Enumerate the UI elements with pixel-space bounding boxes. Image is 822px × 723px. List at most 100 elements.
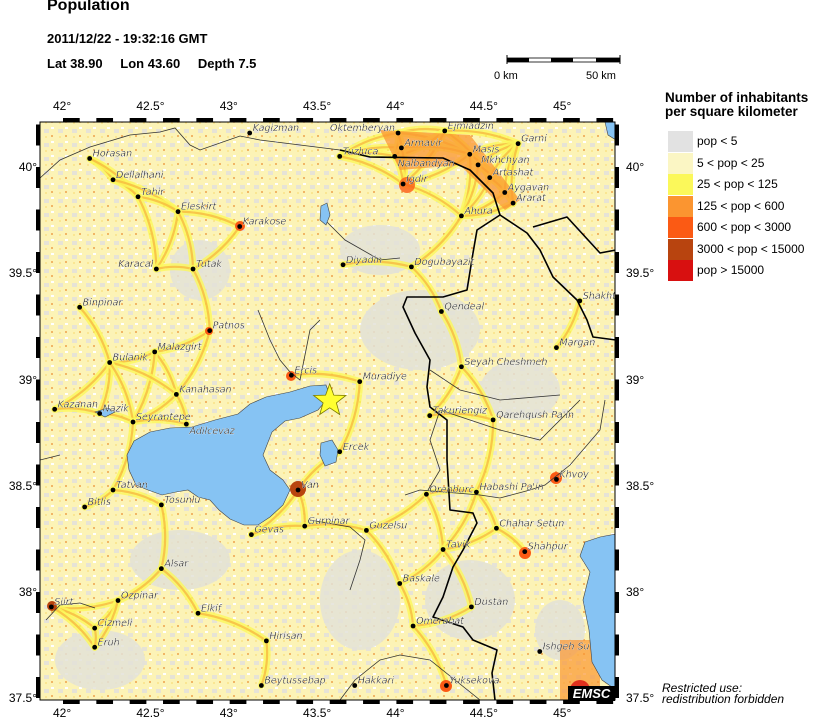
city-name: Adilcevaz <box>188 426 235 437</box>
road <box>191 225 241 271</box>
lon-tick-top: 43° <box>219 99 238 113</box>
city-name: Shakht <box>583 291 617 302</box>
lon-tick-bottom: 43° <box>219 706 238 720</box>
legend-swatch <box>668 152 693 174</box>
road <box>441 548 473 608</box>
map-body: Horasan Dellalhani Tahir Eleskirt Karakose Ka… <box>40 122 617 700</box>
footer-note: Restricted use: redistribution forbidden <box>662 682 784 705</box>
city-name: Gevas <box>254 525 284 536</box>
road <box>341 260 413 268</box>
city-name: Oktemberyan <box>330 123 395 134</box>
city-name: Elkif <box>201 603 223 614</box>
city-dot-icon <box>459 213 464 219</box>
city-dot-icon <box>363 527 369 533</box>
lake-urmia <box>579 533 615 690</box>
city: Guzelsu <box>363 520 407 533</box>
city-name: Omerabat <box>416 616 465 627</box>
road <box>365 493 428 532</box>
road <box>428 412 495 421</box>
city-dot-icon <box>440 547 446 552</box>
city-name: Ahura <box>463 206 492 217</box>
legend-item: 600 < pop < 3000 <box>668 217 822 238</box>
city-dot-icon <box>207 328 213 334</box>
road <box>175 329 211 396</box>
city: Patnos <box>207 320 245 334</box>
city: Beytussebap <box>258 675 326 688</box>
city: Siirt <box>48 597 75 610</box>
city-name: Orenburc <box>429 484 474 495</box>
city: Dustan <box>469 597 508 610</box>
city-name: Ishgeh Su <box>543 642 590 653</box>
lat-tick-left: 39.5° <box>8 266 37 281</box>
city-name: Tavik <box>446 540 471 551</box>
road <box>136 195 158 271</box>
city: Kazanan <box>52 399 98 412</box>
emsc-logo: EMSC <box>568 686 615 701</box>
city: Aygavan <box>502 182 549 195</box>
city: Cizmeli <box>92 618 133 631</box>
city-dot-icon <box>97 411 103 416</box>
city-dot-icon <box>475 162 481 168</box>
city-dot-icon <box>82 504 88 510</box>
road <box>131 418 188 426</box>
city-name: Nazik <box>103 404 130 415</box>
lat-tick-right: 39.5° <box>626 266 655 281</box>
lon-tick-bottom: 45° <box>553 706 572 720</box>
city: Chahar Setun <box>494 518 564 531</box>
city: Habashi Pa'in <box>474 482 544 495</box>
map-title: Population <box>47 0 130 14</box>
lon-tick-bottom: 44.5° <box>469 706 498 720</box>
city-dot-icon <box>110 487 116 493</box>
city-dot-icon <box>183 421 189 427</box>
city-dot-icon <box>502 190 508 195</box>
legend-label: pop < 5 <box>697 134 738 148</box>
road <box>475 418 495 494</box>
lon-tick-bottom: 44° <box>386 706 405 720</box>
city-name: Muradiye <box>363 372 407 383</box>
city-name: Mkhchyan <box>481 155 529 166</box>
road <box>176 210 241 228</box>
city-dot-icon <box>444 683 449 688</box>
legend-item: 25 < pop < 125 <box>668 174 822 195</box>
road <box>425 493 445 551</box>
city: Bitlis <box>82 497 111 510</box>
city-dot-icon <box>487 175 493 181</box>
city-name: Ozpinar <box>121 591 159 602</box>
city-dot-icon <box>115 598 121 603</box>
city-labels: Horasan Dellalhani Tahir Eleskirt Karakose Ka… <box>48 122 617 688</box>
city-dot-icon <box>48 604 54 610</box>
city: Ishgeh Su <box>537 641 590 654</box>
city-name: Armavir <box>403 138 443 149</box>
city-dot-icon <box>263 638 269 644</box>
city-dot-icon <box>399 145 404 151</box>
city-dot-icon <box>158 502 164 508</box>
lat-tick-right: 40° <box>626 160 645 174</box>
city-dot-icon <box>510 200 516 206</box>
sparse-population-areas <box>55 225 585 690</box>
lake-nazik <box>94 407 116 418</box>
city-dot-icon <box>522 549 528 555</box>
legend-label: 600 < pop < 3000 <box>697 220 792 234</box>
legend-item: 125 < pop < 600 <box>668 195 822 217</box>
city: Nazik <box>97 403 130 416</box>
lake-balik <box>319 202 331 226</box>
epicenter-star <box>312 382 348 416</box>
city-name: Kagizman <box>253 123 299 134</box>
road <box>176 210 195 271</box>
city-name: Seyrantepe <box>136 412 191 423</box>
city-dot-icon <box>442 128 448 134</box>
city: Artashat <box>487 167 535 181</box>
city: Alsar <box>158 558 189 572</box>
road <box>111 488 163 506</box>
city-name: Kazanan <box>58 399 98 410</box>
city: Dellalhani <box>110 170 164 183</box>
city-name: Artashat <box>492 168 535 179</box>
city-name: Eruh <box>98 637 120 648</box>
road <box>441 527 498 551</box>
scale-start-label: 0 km <box>494 70 518 82</box>
city: Tatvan <box>110 480 148 493</box>
city-name: Tutak <box>196 259 222 270</box>
city: Muradiye <box>357 371 407 385</box>
city: Shakht <box>577 291 617 304</box>
lat-tick-left: 38.5° <box>8 478 37 493</box>
